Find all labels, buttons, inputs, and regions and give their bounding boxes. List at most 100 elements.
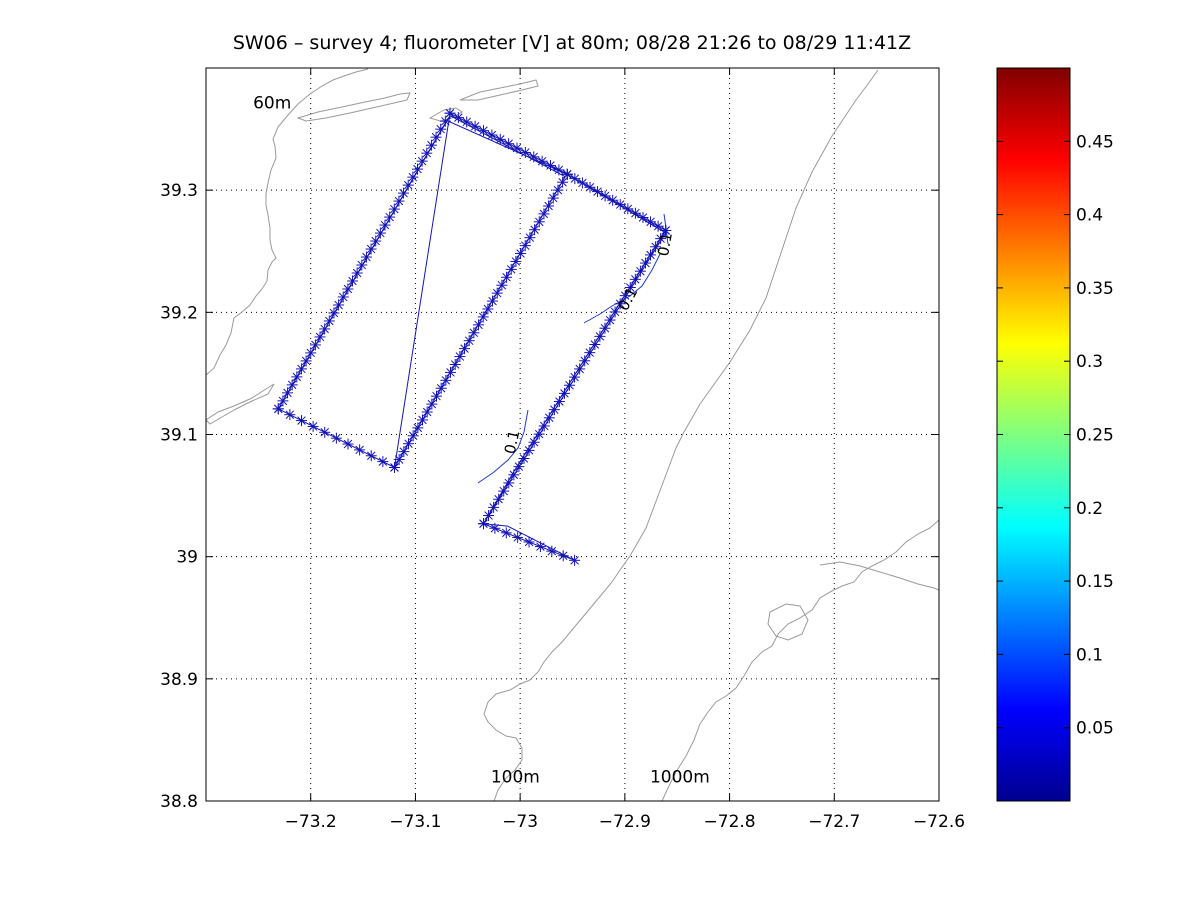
sample-marker (534, 541, 546, 553)
x-tick-label: −73.1 (389, 812, 441, 832)
sample-marker (634, 265, 646, 277)
sample-marker (337, 291, 349, 303)
x-tick-label: −72.9 (599, 812, 651, 832)
sample-marker (486, 129, 498, 141)
sample-marker (393, 454, 405, 466)
y-tick-label: 39.3 (160, 181, 198, 201)
isobath-100m-line (483, 69, 879, 801)
sample-marker (599, 322, 611, 334)
sample-marker (295, 363, 307, 375)
sample-marker (483, 510, 495, 522)
sample-marker (503, 138, 515, 150)
sample-marker (584, 181, 596, 193)
sample-marker (619, 290, 631, 302)
y-axis-tick-labels: 38.8 38.9 39 39.1 39.2 39.3 (160, 181, 198, 812)
isobath-60m-north (459, 79, 539, 101)
contour-label: 0.1 (654, 231, 676, 258)
sample-marker (501, 271, 513, 283)
sample-marker (286, 379, 298, 391)
sample-marker (482, 303, 494, 315)
sample-marker (272, 403, 284, 415)
sample-marker (277, 395, 289, 407)
sample-marker (660, 224, 672, 236)
sample-marker (622, 203, 634, 215)
sample-marker (594, 330, 606, 342)
sample-marker (444, 107, 456, 119)
sample-marker (645, 216, 657, 228)
isobath-1000m-east (819, 561, 939, 591)
isobath-label: 1000m (650, 768, 710, 788)
sample-marker (282, 387, 294, 399)
sample-marker (609, 306, 621, 318)
colorbar-tick-labels: 0.05 0.1 0.15 0.2 0.25 0.3 0.35 0.4 0.45 (1076, 132, 1114, 738)
sample-marker (300, 355, 312, 367)
isobath-1000m-lobe (767, 603, 809, 641)
isobath-label: 100m (491, 768, 540, 788)
sample-marker (614, 199, 626, 211)
sample-marker (459, 343, 471, 355)
sample-marker (523, 536, 535, 548)
sample-marker (515, 248, 527, 260)
sample-marker (511, 142, 523, 154)
x-axis-tick-labels: −73.2 −73.1 −73 −72.9 −72.8 −72.7 −72.6 (285, 812, 965, 832)
sample-marker (569, 554, 581, 566)
y-tick-label: 38.9 (160, 670, 198, 690)
sample-marker (473, 319, 485, 331)
colorbar-tick-label: 0.45 (1076, 132, 1114, 152)
sample-marker (440, 374, 452, 386)
sample-marker (305, 347, 317, 359)
sample-marker (365, 243, 377, 255)
sample-marker (592, 186, 604, 198)
sample-marker (579, 355, 591, 367)
sample-marker (333, 299, 345, 311)
sample-marker (398, 187, 410, 199)
sample-marker (513, 461, 525, 473)
sample-marker (533, 216, 545, 228)
sample-marker (533, 428, 545, 440)
colorbar-tick-label: 0.05 (1076, 719, 1114, 739)
contour-label: 0.1 (501, 429, 524, 456)
sample-marker (477, 518, 489, 530)
isobath-60m-line (206, 68, 369, 376)
sample-marker (599, 190, 611, 202)
x-tick-label: −72.8 (704, 812, 756, 832)
sample-marker (519, 146, 531, 158)
sample-marker (435, 123, 447, 135)
sample-marker (558, 387, 570, 399)
isobath-1000m-line (661, 519, 939, 801)
sample-marker (449, 358, 461, 370)
sample-marker (377, 456, 389, 468)
x-tick-label: −73 (502, 812, 538, 832)
sample-marker (374, 227, 386, 239)
isobath-60m-bank (296, 92, 411, 122)
sample-marker (614, 298, 626, 310)
y-tick-label: 38.8 (160, 792, 198, 812)
sample-marker (469, 120, 481, 132)
sample-marker (388, 203, 400, 215)
sample-marker (557, 550, 569, 562)
sample-marker (354, 444, 366, 456)
y-tick-label: 39.1 (160, 426, 198, 446)
sample-marker (417, 414, 429, 426)
colorbar-tick-label: 0.1 (1076, 645, 1103, 665)
sample-marker (604, 314, 616, 326)
sample-marker (477, 125, 489, 137)
x-tick-label: −72.6 (913, 812, 965, 832)
sample-marker (564, 379, 576, 391)
sample-marker (650, 241, 662, 253)
sample-marker (412, 422, 424, 434)
sample-marker (557, 176, 569, 188)
sample-marker (576, 177, 588, 189)
sample-marker (629, 207, 641, 219)
colorbar-ticks (997, 140, 1070, 729)
sample-marker (314, 331, 326, 343)
sample-marker (421, 147, 433, 159)
sample-marker (548, 404, 560, 416)
y-tick-label: 39 (176, 548, 198, 568)
isobath-contours (206, 68, 939, 801)
sample-marker (425, 139, 437, 151)
sample-marker (342, 438, 354, 450)
sample-marker (624, 281, 636, 293)
sample-marker (547, 192, 559, 204)
sample-marker (561, 168, 573, 180)
